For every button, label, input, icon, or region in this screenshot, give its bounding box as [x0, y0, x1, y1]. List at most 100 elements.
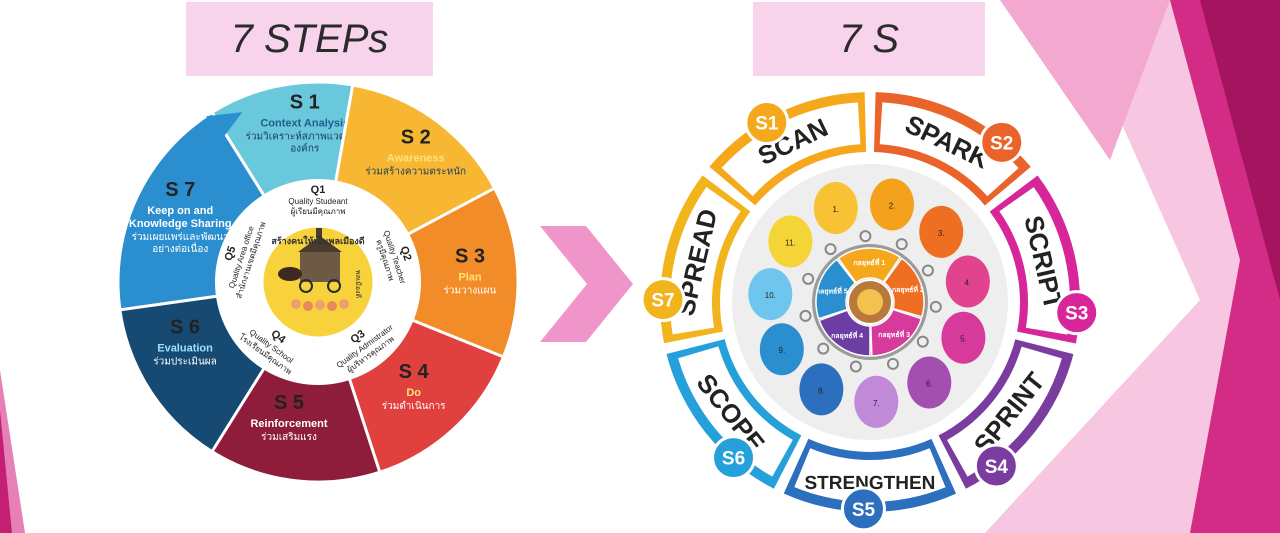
quality-5-id: Q5 [223, 245, 239, 263]
step-2-desc: ร่วมสร้างความตระหนัก [365, 166, 466, 178]
strategy-1-wedge [837, 247, 902, 284]
strategy-1-label: กลยุทธ์ที่ 1 [853, 257, 885, 267]
step-3-title: Plan [458, 272, 482, 284]
bubble-10: 10. [748, 268, 793, 321]
bubble-10-number: 10. [765, 291, 776, 300]
strategy-5-label: กลยุทธ์ที่ 5 [816, 285, 848, 295]
bubble-11: 11. [768, 215, 813, 268]
horseshoe-icon [916, 335, 929, 348]
badge-s7-circle [640, 277, 686, 323]
badge-s3-label: S3 [1065, 304, 1088, 325]
horseshoe-icon [921, 264, 934, 277]
bubble-9-shape [759, 323, 804, 376]
bubble-4-number: 4. [965, 279, 972, 288]
strategy-5: กลยุทธ์ที่ 5 [815, 258, 857, 320]
s-word-strengthen: STRENGTHEN [804, 473, 935, 494]
bubble-6-number: 6. [926, 380, 933, 389]
s-segment-5: STRENGTHEN [783, 438, 957, 512]
bubble-8-number: 8. [818, 386, 825, 395]
bubble-5-number: 5. [960, 335, 967, 344]
badge-s3: S3 [1054, 290, 1100, 336]
step-6-title: Evaluation [157, 343, 213, 355]
horse-carriage-illustration [278, 228, 349, 311]
badge-s2: S2 [979, 119, 1025, 165]
bubble-3-shape [919, 205, 964, 258]
quality-2-id: Q2 [398, 245, 414, 263]
badge-s7-label: S7 [651, 291, 674, 312]
strategy-1: กลยุทธ์ที่ 1 [837, 247, 902, 284]
step-2-id: S 2 [401, 127, 431, 149]
step-6-id: S 6 [170, 317, 200, 339]
badge-s4-label: S4 [985, 457, 1009, 478]
s-segment-2-label-bg [879, 102, 1019, 197]
strategy-4-label: กลยุทธ์ที่ 4 [831, 330, 863, 340]
s-badges: S1 S2 S3 S4 S5 S6 S7 [640, 100, 1100, 532]
badge-s4-circle [973, 443, 1019, 489]
s-bubbles: 1. 2. 3. 4. 5. 6. 7. 8. 9. 10. 11. [748, 178, 990, 428]
strategy-2-label: กลยุทธ์ที่ 2 [892, 284, 924, 294]
bubble-1-number: 1. [832, 205, 839, 214]
s-segment-1-label-bg [721, 102, 861, 197]
badge-s1-label: S1 [755, 114, 779, 135]
bubble-3-number: 3. [938, 229, 945, 238]
bubble-2-number: 2. [889, 201, 896, 210]
bubble-10-shape [748, 268, 793, 321]
step-7-title: Keep on and [147, 205, 213, 217]
center-caption: สร้างคนให้เป็นพลเมืองดี [271, 234, 364, 246]
bubble-6-shape [907, 356, 952, 409]
bubble-4: 4. [945, 255, 990, 308]
bubble-1: 1. [813, 182, 858, 235]
badge-s4: S4 [973, 443, 1019, 489]
s-segment-7-label-bg [669, 186, 741, 335]
horseshoe-icon [817, 342, 830, 355]
bubble-3: 3. [919, 205, 964, 258]
strategy-3-label: กลยุทธ์ที่ 3 [878, 329, 910, 339]
step-2-title: Awareness [387, 153, 445, 165]
badge-s7: S7 [640, 277, 686, 323]
step-4-id: S 4 [399, 361, 430, 383]
strategy-4: กลยุทธ์ที่ 4 [818, 309, 871, 357]
step-7-title: Knowledge Sharing [129, 218, 232, 230]
horseshoe-icon [886, 357, 899, 370]
pink-panel-darkest [1200, 0, 1280, 300]
s-segment-4-label-bg [947, 346, 1062, 477]
bubble-5: 5. [941, 311, 986, 364]
horseshoe-icon [849, 360, 862, 373]
bubble-4-shape [945, 255, 990, 308]
badge-s5-circle [840, 486, 886, 532]
badge-s3-circle [1054, 290, 1100, 336]
banner-7-steps-label: 7 STEPs [230, 16, 389, 61]
badge-s2-label: S2 [990, 133, 1013, 154]
strategy-4-wedge [818, 309, 871, 357]
step-7-desc: อย่างต่อเนื่อง [152, 241, 208, 255]
bubble-1-shape [813, 182, 858, 235]
pink-corner-left-dark [0, 410, 12, 533]
bubble-2: 2. [870, 178, 915, 231]
step-7-id: S 7 [165, 179, 195, 201]
bubble-8-shape [799, 363, 844, 416]
step-7-arrow-tip [206, 112, 243, 140]
strategy-3-wedge [870, 308, 923, 357]
steps-segments: S 1 Context Analysisร่วมวิเคราะห์สภาพแวดล… [116, 80, 520, 484]
step-5-desc: ร่วมเสริมแรง [261, 432, 317, 443]
step-7-desc: ร่วมเผยแพร่และพัฒนา [132, 232, 229, 243]
step-1-id: S 1 [290, 92, 320, 114]
quality-1-line: ผู้เรียนมีคุณภาพ [291, 207, 346, 217]
horseshoe-icon [929, 300, 942, 313]
s-segment-5-label-bg [794, 448, 946, 503]
strategy-2-wedge [883, 257, 925, 318]
chevron-right-icon [540, 226, 633, 342]
horseshoe-icon [802, 272, 815, 285]
school-emblem-core [857, 289, 883, 315]
step-1-desc: ร่วมวิเคราะห์สภาพแวดล้อม [246, 131, 364, 143]
step-5-title: Reinforcement [250, 418, 327, 430]
step-4-title: Do [406, 387, 421, 399]
badge-s6: S6 [711, 435, 757, 481]
badge-s1: S1 [744, 100, 790, 146]
banner-7-s-label: 7 S [838, 16, 900, 61]
